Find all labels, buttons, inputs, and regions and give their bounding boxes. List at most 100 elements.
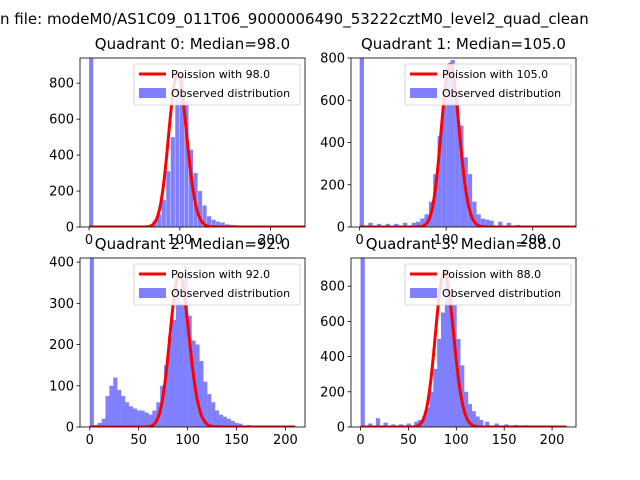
- legend-entry-observed: Observed distribution: [442, 287, 561, 300]
- legend-entry-observed: Observed distribution: [171, 87, 290, 100]
- subplot-quadrant-3: 0 50 100 150 200 0 200 400 600 800 Quadrant 3: Med…: [320, 235, 577, 448]
- histogram-bar: [157, 214, 162, 227]
- subplot-title: Quadrant 2: Median=92.0: [95, 235, 290, 253]
- histogram-bar: [207, 216, 212, 227]
- histogram-bar: [467, 174, 473, 227]
- histogram-bar: [385, 223, 390, 227]
- histogram-bar: [485, 219, 490, 227]
- poisson-curve: [359, 62, 576, 227]
- histogram-bar: [411, 222, 416, 227]
- y-tick-label: 800: [320, 52, 345, 67]
- poisson-curve: [89, 272, 296, 427]
- histogram-bar: [188, 149, 194, 227]
- histogram-bar: [459, 125, 464, 227]
- x-tick-label: 200: [540, 433, 565, 448]
- histogram-bar: [136, 410, 141, 427]
- axes-frame: [79, 257, 306, 428]
- y-tick-label: 600: [320, 94, 345, 109]
- histogram-bar: [425, 407, 430, 427]
- x-tick-label: 200: [273, 433, 298, 448]
- histogram-bar: [140, 410, 145, 427]
- histogram-bar: [144, 412, 149, 427]
- histogram-bar: [402, 222, 408, 227]
- y-tick-label: 400: [49, 149, 74, 164]
- legend: Poission with 98.0 Observed distribution: [133, 63, 301, 106]
- histogram-bar: [406, 423, 411, 427]
- x-tick-label: 200: [520, 233, 545, 248]
- histogram-bar: [226, 418, 231, 427]
- x-tick-label: 0: [356, 233, 364, 248]
- histogram-bar: [152, 410, 157, 427]
- x-tick-label: 0: [85, 233, 93, 248]
- histogram-bar: [179, 74, 184, 227]
- histogram-bar: [199, 361, 204, 427]
- histogram-bar: [448, 293, 453, 427]
- legend-patch-swatch: [410, 288, 437, 298]
- legend-patch-swatch: [410, 88, 437, 98]
- histogram-bar: [444, 268, 450, 427]
- histogram-bar: [452, 303, 457, 427]
- histogram-bar: [421, 416, 427, 427]
- x-tick-label: 50: [400, 433, 417, 448]
- histogram-bar: [463, 391, 469, 427]
- x-tick-label: 100: [167, 233, 192, 248]
- histogram-bar: [166, 171, 171, 227]
- y-tick-label: 600: [320, 315, 345, 330]
- y-tick-label: 200: [49, 185, 74, 200]
- histogram-bar: [446, 70, 451, 227]
- histogram-bar: [148, 414, 153, 427]
- histogram-bar: [471, 411, 476, 427]
- subplot-title: Quadrant 0: Median=98.0: [95, 35, 290, 53]
- histogram-bar: [97, 422, 102, 427]
- y-tick-label: 100: [49, 379, 74, 394]
- legend-entry-poisson: Poission with 105.0: [442, 68, 548, 81]
- y-tick-label: 400: [320, 136, 345, 151]
- histogram-bar: [184, 101, 189, 227]
- histogram-bar: [222, 416, 227, 427]
- legend: Poission with 88.0 Observed distribution: [404, 263, 572, 306]
- histogram-bar: [375, 418, 381, 427]
- poisson-curve: [89, 72, 305, 227]
- histogram-bar: [202, 205, 207, 227]
- y-tick-label: 0: [337, 421, 345, 436]
- histogram-bar: [183, 266, 188, 427]
- x-tick-label: 150: [492, 433, 517, 448]
- y-tick-label: 800: [49, 77, 74, 92]
- histogram-bar: [437, 338, 442, 427]
- x-tick-label: 200: [258, 233, 283, 248]
- histogram-bar: [89, 58, 94, 227]
- histogram-bar: [203, 381, 208, 427]
- histogram-bar: [109, 385, 114, 427]
- subplot-title: Quadrant 3: Median=88.0: [366, 235, 561, 253]
- legend-entry-poisson: Poission with 92.0: [171, 268, 270, 281]
- histogram-bar: [187, 315, 192, 427]
- histogram-bar: [113, 377, 118, 427]
- subplot-quadrant-2: 0 50 100 150 200 0 100 200 300 400 Quadrant 2: Med…: [49, 235, 306, 448]
- histogram-bar: [433, 368, 438, 427]
- histogram-bar: [218, 414, 224, 427]
- histogram-bar: [175, 88, 180, 227]
- legend-box: [404, 63, 572, 106]
- histogram-bar: [164, 365, 169, 427]
- suptitle: n file: modeM0/AS1C09_011T06_9000006490_…: [0, 10, 589, 29]
- histogram-bar: [211, 402, 216, 427]
- y-tick-label: 400: [320, 350, 345, 365]
- histogram-bar: [475, 416, 480, 427]
- y-tick-label: 0: [66, 221, 74, 236]
- histogram-bar: [506, 222, 512, 227]
- histogram-bar: [360, 258, 365, 427]
- histogram-bar: [117, 389, 122, 427]
- histogram-bar: [171, 319, 177, 427]
- histogram-bar: [125, 402, 130, 427]
- histogram-bar: [89, 258, 94, 427]
- histogram-bar: [376, 223, 382, 227]
- histogram-bar: [454, 89, 460, 227]
- subplot-grid: 0 100 200 0 200 400 600 800 Quadrant 0: Median=9…: [49, 35, 577, 448]
- axes-frame: [79, 57, 306, 228]
- x-tick-label: 0: [86, 433, 94, 448]
- histogram-bar: [105, 396, 110, 427]
- legend-box: [404, 263, 572, 306]
- histogram-bar: [220, 222, 225, 227]
- histogram-bar: [368, 423, 373, 427]
- x-tick-label: 50: [130, 433, 147, 448]
